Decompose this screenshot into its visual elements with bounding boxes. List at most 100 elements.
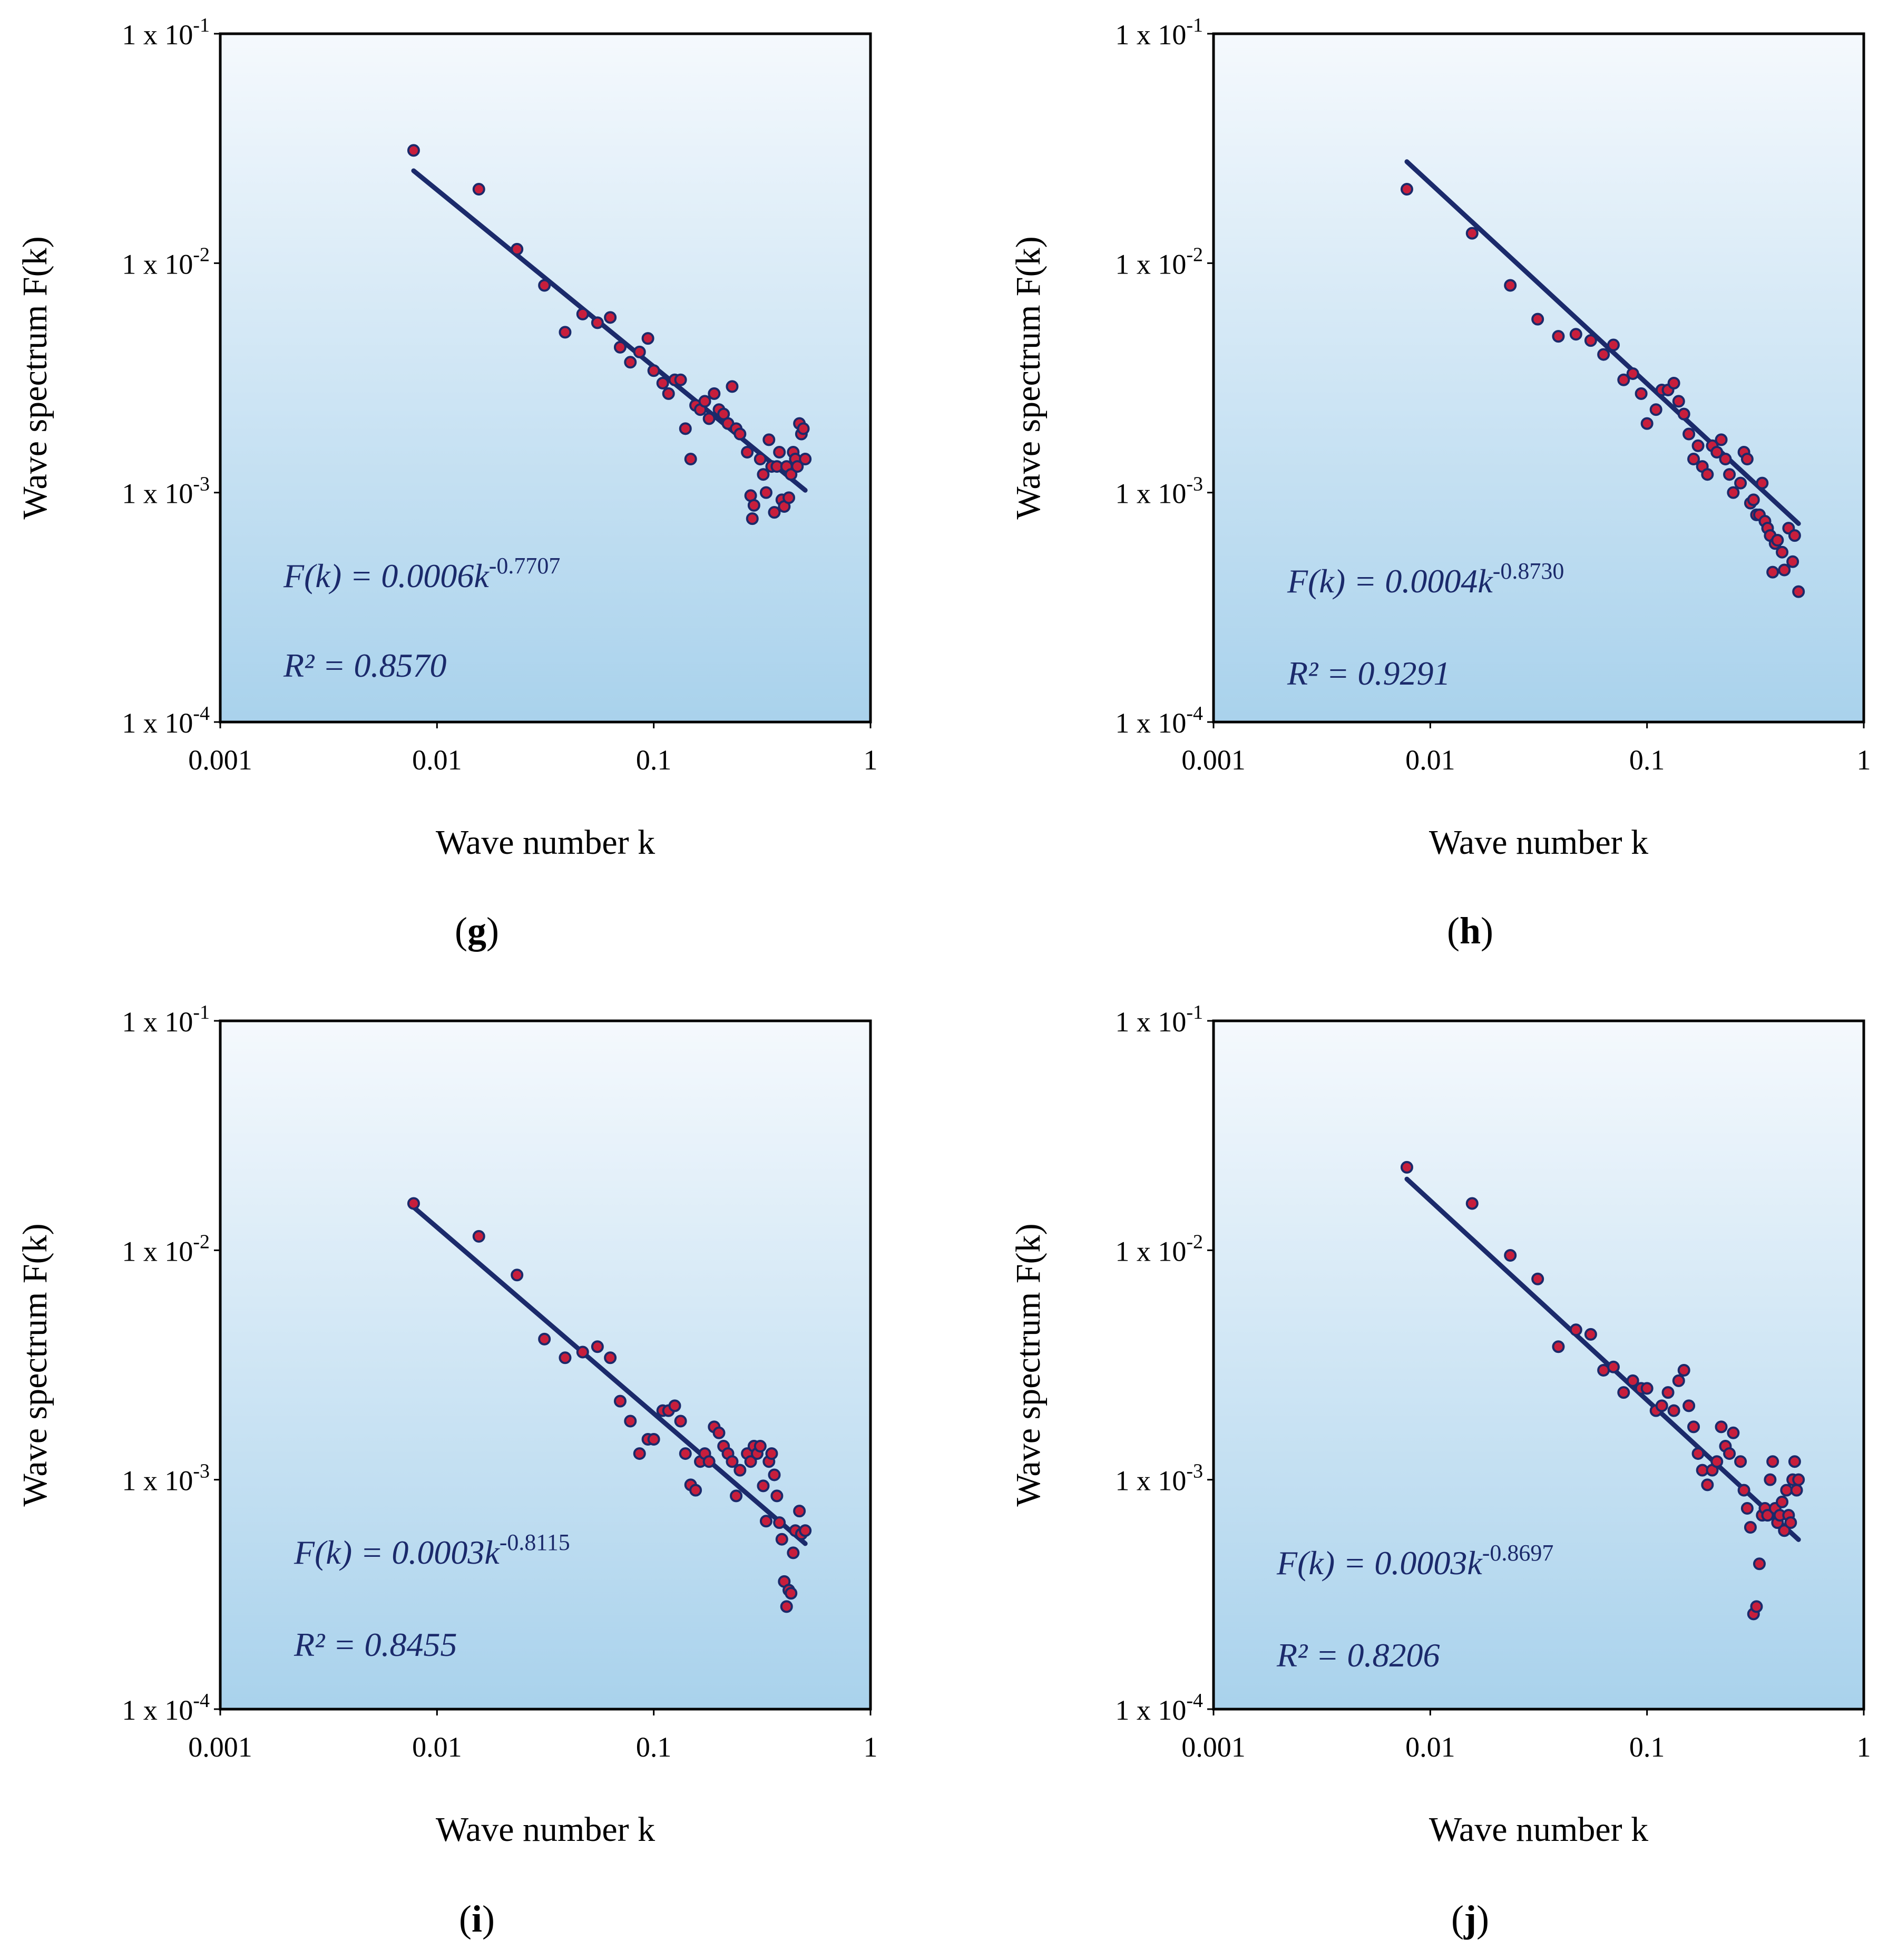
data-point (1778, 1524, 1791, 1537)
data-point (773, 1516, 786, 1529)
data-point (744, 1455, 757, 1468)
data-point (1727, 486, 1740, 499)
data-point (1784, 1516, 1797, 1529)
data-point (674, 1415, 687, 1428)
data-point (757, 1479, 770, 1493)
data-point (1504, 1249, 1517, 1262)
y-tick-label: 1 x 10-2 (1115, 1231, 1203, 1267)
r-squared-label: R² = 0.8455 (294, 1626, 457, 1663)
data-point (407, 144, 420, 157)
y-tick-mantissa: 1 x 10 (1115, 478, 1186, 510)
data-point (1786, 555, 1799, 568)
y-tick-exponent: -3 (1186, 473, 1203, 495)
data-point (633, 345, 646, 358)
data-point (1400, 183, 1413, 196)
data-point (1569, 328, 1582, 341)
chart-panel-j: 1 x 10-41 x 10-31 x 10-21 x 10-10.001 0.0… (1009, 1001, 1871, 1940)
y-tick-exponent: -3 (1186, 1460, 1203, 1483)
panel-label: (h) (1447, 910, 1493, 952)
x-tick-label: 1 (864, 744, 878, 776)
data-point (1607, 1360, 1620, 1373)
data-point (624, 356, 637, 369)
data-point (1788, 1455, 1801, 1468)
data-point (733, 427, 747, 441)
y-tick-exponent: -3 (193, 1460, 210, 1483)
x-tick-label: 0.01 (1405, 1731, 1455, 1763)
data-point (1734, 1455, 1747, 1468)
data-point (793, 1505, 806, 1518)
data-point (472, 183, 485, 196)
data-point (780, 1600, 793, 1613)
data-point (708, 387, 721, 400)
data-point (1504, 279, 1517, 292)
x-axis-title: Wave number k (1429, 823, 1648, 862)
x-tick-label: 0.01 (412, 1731, 462, 1763)
data-point (1626, 367, 1639, 380)
x-tick-label: 0.001 (188, 744, 252, 776)
y-tick-label: 1 x 10-4 (1115, 703, 1203, 739)
data-point (1465, 227, 1479, 240)
data-point (782, 491, 796, 504)
data-point (1672, 395, 1685, 408)
data-point (689, 1484, 702, 1497)
data-point (662, 387, 675, 400)
data-point (472, 1230, 485, 1243)
data-point (768, 506, 781, 519)
y-tick-exponent: -2 (1186, 1231, 1203, 1253)
data-point (1790, 1484, 1803, 1497)
fit-equation: F(k) = 0.0003k-0.8115 (294, 1529, 570, 1571)
x-axis-title: Wave number k (436, 823, 655, 862)
data-point (668, 1399, 681, 1412)
data-point (1677, 407, 1690, 421)
y-tick-mantissa: 1 x 10 (1115, 1235, 1186, 1267)
x-tick-label: 0.1 (1629, 1731, 1665, 1763)
data-point (1766, 565, 1779, 579)
fit-equation-main: F(k) = 0.0003k (1276, 1544, 1483, 1582)
y-tick-label: 1 x 10-3 (1115, 473, 1203, 510)
data-point (712, 1426, 726, 1439)
x-tick-label: 0.001 (1181, 1731, 1246, 1763)
data-point (759, 486, 772, 499)
y-tick-exponent: -1 (1186, 14, 1203, 36)
plot-frame (1212, 1019, 1865, 1711)
fit-line (1404, 159, 1801, 526)
data-point (757, 468, 770, 481)
data-point (1617, 1386, 1630, 1399)
data-point (1723, 468, 1736, 481)
data-point (1682, 1399, 1696, 1412)
data-point (1771, 534, 1784, 547)
y-tick-label: 1 x 10-1 (122, 14, 210, 51)
plot-area (1214, 1021, 1864, 1709)
data-point (746, 512, 759, 525)
data-point (1750, 1600, 1763, 1613)
data-point (624, 1415, 637, 1428)
y-tick-exponent: -1 (193, 14, 210, 36)
y-tick-label: 1 x 10-1 (1115, 1001, 1203, 1038)
data-point (787, 1546, 800, 1559)
data-point (633, 1447, 646, 1460)
data-point (799, 453, 812, 466)
x-tick-label: 0.1 (636, 1731, 672, 1763)
data-point (1792, 1473, 1805, 1486)
r-squared-label: R² = 0.8206 (1276, 1636, 1440, 1674)
data-point (747, 499, 760, 512)
data-point (754, 453, 767, 466)
data-point (1531, 1272, 1544, 1285)
y-tick-exponent: -3 (193, 473, 210, 495)
x-axis-title: Wave number k (436, 1810, 655, 1849)
data-point (1756, 476, 1769, 490)
y-tick-mantissa: 1 x 10 (122, 248, 193, 280)
plot-frame (1212, 32, 1865, 724)
data-point (1552, 1340, 1565, 1353)
x-tick-label: 1 (1857, 1731, 1871, 1763)
data-point (511, 242, 524, 256)
data-point (1744, 1521, 1757, 1534)
plot-frame (219, 32, 872, 724)
data-point (1740, 453, 1754, 466)
data-point (1626, 1374, 1639, 1387)
data-point (1667, 1404, 1680, 1417)
data-point (1734, 476, 1747, 490)
x-tick-label: 0.001 (1181, 744, 1246, 776)
data-point (538, 1332, 551, 1345)
y-tick-exponent: -4 (193, 1690, 210, 1712)
